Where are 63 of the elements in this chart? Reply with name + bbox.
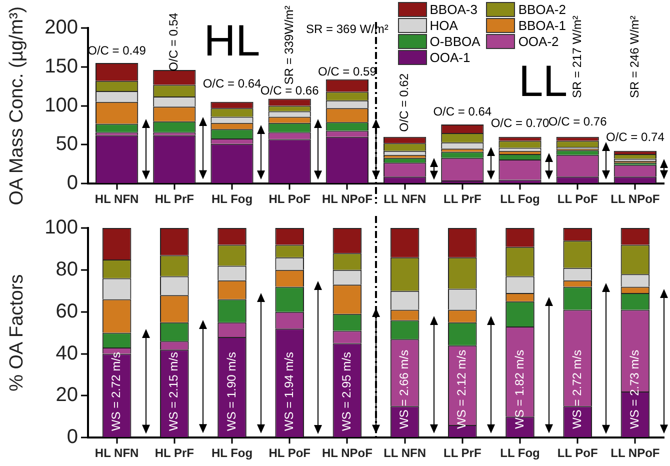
- x-tick-label: LL PrF: [444, 192, 482, 206]
- legend-label: HOA: [430, 18, 458, 33]
- annotation: O/C = 0.64: [433, 104, 492, 118]
- y-axis-title: OA Mass Conc. (µg/m³): [6, 6, 28, 206]
- legend-label: BBOA-2: [518, 2, 566, 17]
- x-tick-label: LL NFN: [384, 446, 426, 460]
- annotation: WS = 1.90 m/s: [224, 352, 238, 432]
- annotation: SR = 339W/m²: [282, 6, 296, 85]
- x-tick-label: LL Fog: [500, 192, 540, 206]
- y-tick-label: 0: [66, 172, 78, 194]
- x-tick-label: LL NPoF: [610, 446, 660, 460]
- legend-label: OOA-1: [430, 50, 470, 65]
- x-tick-label: LL NPoF: [610, 192, 660, 206]
- annotation: WS = 2.73 m/s: [628, 350, 642, 429]
- annotation: O/C = 0.76: [548, 114, 608, 128]
- x-tick-label: HL NFN: [94, 192, 139, 206]
- y-tick-label: 50: [56, 133, 78, 156]
- x-tick-label: HL PoF: [268, 192, 310, 206]
- annotation: SR = 217 W/m²: [570, 16, 584, 98]
- annotation: SR = 246 W/m²: [628, 16, 642, 98]
- annotation: WS = 2.12 m/s: [454, 350, 469, 429]
- annotation: WS = 2.72 m/s: [109, 352, 124, 432]
- x-tick-label: HL NFN: [94, 446, 139, 460]
- y-tick-label: 100: [44, 216, 78, 239]
- x-tick-label: LL PoF: [557, 192, 598, 206]
- x-tick-label: HL Fog: [211, 446, 253, 460]
- annotation: O/C = 0.62: [397, 73, 412, 132]
- y-tick-label: 40: [56, 342, 78, 364]
- annotation: O/C = 0.74: [606, 130, 665, 144]
- x-tick-label: LL PoF: [557, 446, 598, 460]
- legend-label: BBOA-3: [430, 2, 478, 17]
- annotation: WS = 2.66 m/s: [397, 350, 412, 429]
- y-tick-label: 150: [44, 55, 78, 78]
- annotation: WS = 2.95 m/s: [340, 352, 354, 432]
- annotation: WS = 1.82 m/s: [512, 350, 526, 429]
- annotation: O/C = 0.70: [490, 116, 550, 130]
- x-tick-label: HL Fog: [211, 192, 253, 206]
- x-tick-label: HL PoF: [268, 446, 310, 460]
- y-tick-label: 20: [56, 384, 78, 406]
- y-tick-label: 80: [56, 258, 78, 280]
- legend-label: O-BBOA: [430, 34, 480, 49]
- x-tick-label: LL Fog: [500, 446, 540, 460]
- y-tick-label: 60: [56, 300, 78, 322]
- annotation: O/C = 0.64: [202, 76, 262, 90]
- annotation: WS = 1.94 m/s: [282, 352, 296, 432]
- y-tick-label: 100: [44, 94, 78, 116]
- annotation: HL: [204, 16, 260, 66]
- x-tick-label: HL PrF: [154, 192, 194, 206]
- annotation: LL: [518, 57, 568, 106]
- y-axis-title: % OA Factors: [6, 274, 28, 392]
- y-tick-label: 200: [44, 16, 78, 39]
- y-tick-label: 0: [66, 426, 78, 448]
- x-tick-label: HL PrF: [154, 446, 194, 460]
- legend-label: BBOA-1: [518, 18, 566, 33]
- legend-label: OOA-2: [518, 34, 559, 49]
- x-tick-label: HL NPoF: [322, 192, 372, 206]
- annotation: WS = 2.15 m/s: [166, 352, 181, 432]
- annotation: WS = 2.72 m/s: [570, 350, 584, 429]
- x-tick-label: LL NFN: [384, 192, 426, 206]
- x-tick-label: LL PrF: [444, 446, 482, 460]
- x-tick-label: HL NPoF: [322, 446, 372, 460]
- annotation: O/C = 0.54: [166, 12, 181, 72]
- annotation: O/C = 0.66: [260, 83, 320, 98]
